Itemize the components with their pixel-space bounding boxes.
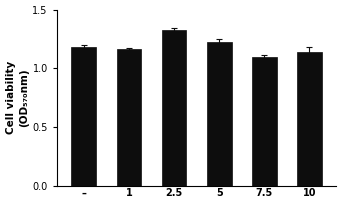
Bar (207, 42, 232, 186)
Bar (117, 50, 141, 186)
Bar (297, 52, 322, 186)
Bar (252, 57, 277, 186)
Y-axis label: Cell viability
(OD₅₇₀nm): Cell viability (OD₅₇₀nm) (5, 61, 29, 134)
Bar (162, 30, 186, 186)
Bar (71, 47, 96, 186)
